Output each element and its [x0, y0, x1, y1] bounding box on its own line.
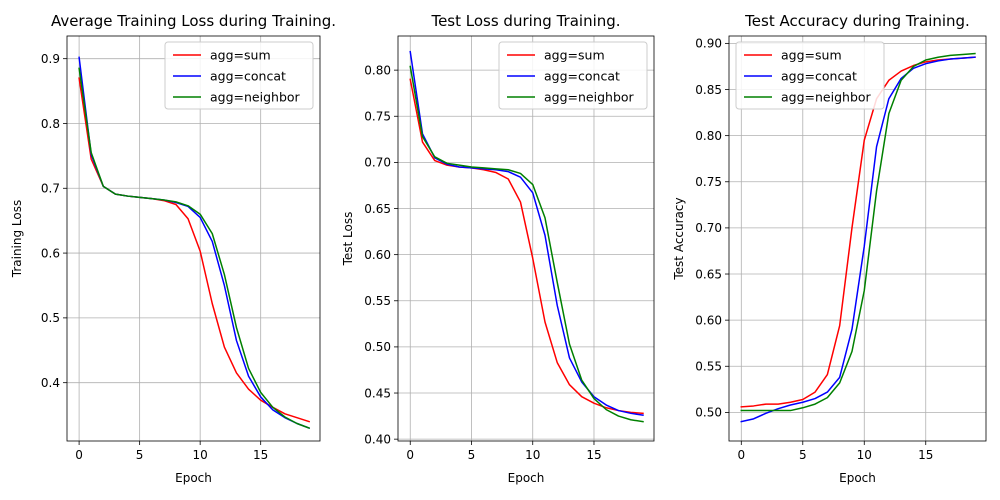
y-tick-label: 0.6 [41, 246, 60, 260]
y-tick-label: 0.85 [695, 83, 722, 97]
y-tick-label: 0.65 [364, 202, 391, 216]
chart-panel-3: 0 5 10 15 0.50 0.55 0.60 0.65 0.70 0.75 0.80 0.85 0.… [672, 12, 987, 485]
x-tick-label: 0 [406, 448, 414, 462]
y-tick-label: 0.45 [364, 386, 391, 400]
legend-entry-label: agg=sum [781, 48, 842, 63]
y-tick-label: 0.90 [695, 37, 722, 51]
y-tick-label: 0.50 [364, 340, 391, 354]
x-tick-label: 10 [525, 448, 540, 462]
y-tick-label: 0.4 [41, 376, 60, 390]
series-line-agg-concat [78, 56, 311, 430]
legend-entry-label: agg=neighbor [210, 90, 301, 105]
series-line-agg-concat [740, 56, 976, 423]
legend-entry-label: agg=neighbor [544, 90, 635, 105]
x-tick-label: 0 [737, 448, 745, 462]
y-axis-label: Test Loss [341, 212, 355, 267]
plot-area-frame [66, 35, 321, 442]
y-axis-label: Training Loss [10, 200, 24, 278]
y-axis-label: Test Accuracy [672, 197, 686, 280]
x-tick-label: 5 [468, 448, 476, 462]
y-tick-label: 0.5 [41, 311, 60, 325]
series-line-agg-sum [740, 56, 976, 408]
x-tick-label: 0 [75, 448, 83, 462]
x-tick-label: 5 [136, 448, 144, 462]
plot-area-frame [397, 35, 655, 442]
series-line-agg-neighbor [409, 65, 644, 423]
x-axis-label: Epoch [839, 471, 876, 485]
series-line-agg-sum [78, 77, 311, 423]
y-tick-label: 0.40 [364, 432, 391, 446]
y-tick-label: 0.75 [364, 110, 391, 124]
y-tick-label: 0.70 [364, 156, 391, 170]
legend-entry-label: agg=concat [781, 69, 857, 84]
legend-box [735, 41, 885, 110]
x-tick-label: 15 [586, 448, 601, 462]
x-axis-label: Epoch [508, 471, 545, 485]
chart-title: Test Loss during Training. [430, 12, 620, 30]
y-tick-label: 0.60 [364, 248, 391, 262]
x-tick-label: 15 [918, 448, 933, 462]
series-line-agg-concat [409, 50, 644, 417]
legend: agg=sum agg=concat agg=neighbor [164, 41, 314, 110]
x-tick-label: 10 [857, 448, 872, 462]
series-line-agg-sum [409, 78, 644, 415]
legend-entry-label: agg=sum [544, 48, 605, 63]
chart-title: Test Accuracy during Training. [744, 12, 970, 30]
legend-box [164, 41, 314, 110]
y-tick-label: 0.65 [695, 267, 722, 281]
y-tick-label: 0.55 [695, 360, 722, 374]
plot-area-frame [728, 35, 987, 442]
x-tick-label: 15 [253, 448, 268, 462]
series-line-agg-neighbor [740, 52, 976, 412]
y-tick-label: 0.70 [695, 221, 722, 235]
y-tick-label: 0.8 [41, 117, 60, 131]
legend-entry-label: agg=sum [210, 48, 271, 63]
x-tick-label: 5 [799, 448, 807, 462]
legend: agg=sum agg=concat agg=neighbor [498, 41, 648, 110]
series-line-agg-neighbor [78, 67, 311, 430]
y-tick-label: 0.55 [364, 294, 391, 308]
y-tick-label: 0.7 [41, 182, 60, 196]
y-tick-label: 0.80 [364, 63, 391, 77]
y-tick-label: 0.60 [695, 313, 722, 327]
y-tick-label: 0.75 [695, 175, 722, 189]
x-tick-label: 10 [193, 448, 208, 462]
chart-panel-1: 0 5 10 15 0.4 0.5 0.6 0.7 0.8 0.9 Average Training… [10, 12, 336, 485]
y-tick-label: 0.9 [41, 52, 60, 66]
chart-title: Average Training Loss during Training. [51, 12, 336, 30]
legend: agg=sum agg=concat agg=neighbor [735, 41, 885, 110]
legend-box [498, 41, 648, 110]
y-tick-label: 0.80 [695, 129, 722, 143]
y-tick-label: 0.50 [695, 406, 722, 420]
legend-entry-label: agg=concat [544, 69, 620, 84]
chart-panel-2: 0 5 10 15 0.40 0.45 0.50 0.55 0.60 0.65 0.70 0.75 0.… [341, 12, 655, 485]
x-axis-label: Epoch [175, 471, 212, 485]
legend-entry-label: agg=neighbor [781, 90, 872, 105]
legend-entry-label: agg=concat [210, 69, 286, 84]
